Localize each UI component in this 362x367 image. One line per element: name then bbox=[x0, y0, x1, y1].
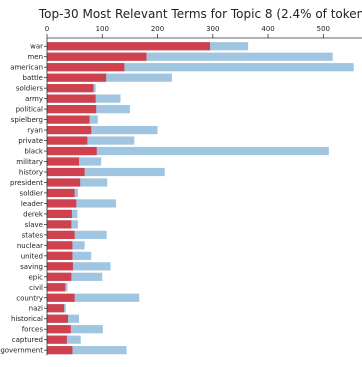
bar-topic-spielberg bbox=[47, 115, 90, 124]
term-label-historical: historical bbox=[11, 315, 43, 323]
topic-bars bbox=[47, 42, 211, 355]
bar-overall-leader bbox=[47, 199, 117, 208]
bar-topic-epic bbox=[47, 272, 72, 281]
bar-topic-captured bbox=[47, 335, 67, 344]
x-tick-label: 100 bbox=[96, 25, 109, 33]
term-label-civil: civil bbox=[29, 284, 43, 292]
bar-topic-forces bbox=[47, 325, 71, 334]
bar-topic-history bbox=[47, 167, 85, 177]
bar-topic-leader bbox=[47, 199, 77, 208]
bar-overall-american bbox=[47, 63, 354, 72]
term-label-united: united bbox=[21, 252, 43, 260]
bar-topic-president bbox=[47, 178, 81, 187]
term-label-soldier: soldier bbox=[20, 189, 44, 197]
bar-topic-government bbox=[47, 346, 73, 355]
bar-topic-saving bbox=[47, 262, 73, 271]
bar-topic-american bbox=[47, 63, 125, 72]
bar-topic-derek bbox=[47, 209, 72, 219]
bar-topic-war bbox=[47, 42, 211, 51]
bar-overall-private bbox=[47, 136, 135, 145]
term-label-ryan: ryan bbox=[27, 127, 43, 135]
term-label-nazi: nazi bbox=[29, 305, 43, 313]
term-label-captured: captured bbox=[12, 336, 43, 344]
bar-overall-forces bbox=[47, 325, 103, 334]
bar-overall-saving bbox=[47, 262, 111, 271]
term-label-army: army bbox=[25, 95, 43, 103]
bar-topic-military bbox=[47, 157, 80, 166]
x-tick-label: 0 bbox=[45, 25, 49, 33]
term-label-derek: derek bbox=[23, 210, 44, 218]
bar-topic-soldier bbox=[47, 188, 75, 198]
bar-topic-private bbox=[47, 136, 88, 145]
x-tick-label: 500 bbox=[317, 25, 330, 33]
bar-topic-ryan bbox=[47, 125, 92, 135]
x-tick-label: 200 bbox=[151, 25, 164, 33]
term-label-states: states bbox=[22, 231, 44, 239]
term-label-private: private bbox=[18, 137, 43, 145]
term-label-president: president bbox=[10, 179, 43, 187]
term-label-political: political bbox=[16, 106, 43, 114]
x-tick-label: 400 bbox=[261, 25, 274, 33]
bar-overall-black bbox=[47, 146, 329, 156]
bar-topic-political bbox=[47, 105, 97, 114]
x-axis: 0 100 200 300 400 500 bbox=[45, 25, 362, 39]
term-label-government: government bbox=[0, 347, 43, 355]
bar-overall-ryan bbox=[47, 125, 158, 135]
term-label-nuclear: nuclear bbox=[17, 242, 43, 250]
term-label-soldiers: soldiers bbox=[16, 85, 43, 93]
x-tick-label: 300 bbox=[206, 25, 219, 33]
term-label-forces: forces bbox=[22, 326, 44, 334]
bar-topic-historical bbox=[47, 314, 68, 323]
term-label-spielberg: spielberg bbox=[11, 116, 43, 124]
bar-topic-slave bbox=[47, 220, 72, 229]
term-label-slave: slave bbox=[25, 221, 43, 229]
bar-overall-history bbox=[47, 167, 165, 177]
term-label-war: war bbox=[30, 43, 43, 51]
bar-overall-battle bbox=[47, 73, 172, 82]
bar-topic-soldiers bbox=[47, 84, 94, 93]
bar-overall-men bbox=[47, 52, 333, 61]
bar-topic-united bbox=[47, 251, 73, 260]
term-label-epic: epic bbox=[28, 273, 43, 281]
term-label-saving: saving bbox=[20, 263, 43, 271]
bar-topic-nuclear bbox=[47, 241, 73, 250]
term-label-american: american bbox=[10, 64, 43, 72]
bar-topic-battle bbox=[47, 73, 107, 82]
bar-topic-army bbox=[47, 94, 96, 103]
bar-topic-states bbox=[47, 230, 75, 239]
chart-title: Top-30 Most Relevant Terms for Topic 8 (… bbox=[38, 7, 362, 21]
term-label-black: black bbox=[24, 148, 44, 156]
bar-topic-men bbox=[47, 52, 147, 61]
bar-topic-civil bbox=[47, 283, 66, 292]
term-label-leader: leader bbox=[21, 200, 43, 208]
bar-overall-epic bbox=[47, 272, 103, 281]
term-label-history: history bbox=[19, 169, 43, 177]
term-label-military: military bbox=[16, 158, 43, 166]
term-label-men: men bbox=[27, 53, 43, 61]
bar-topic-nazi bbox=[47, 304, 65, 313]
bar-topic-black bbox=[47, 146, 97, 156]
term-label-battle: battle bbox=[23, 74, 43, 82]
bar-overall-states bbox=[47, 230, 107, 239]
term-label-country: country bbox=[16, 294, 43, 302]
term-labels: war men american battle soldiers army politica… bbox=[0, 38, 48, 356]
bar-overall-country bbox=[47, 293, 140, 302]
bar-topic-country bbox=[47, 293, 75, 302]
bar-overall-government bbox=[47, 346, 127, 355]
